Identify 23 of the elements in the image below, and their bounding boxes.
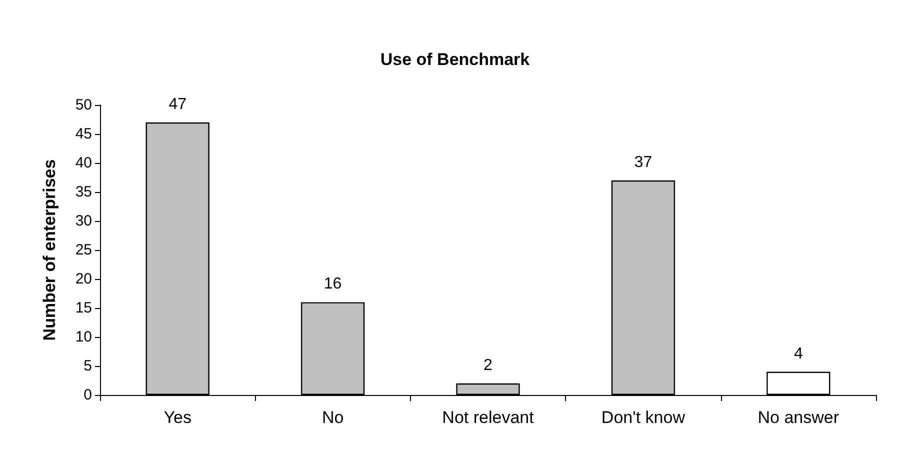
x-tick-label: No [322,408,344,427]
data-label: 47 [168,96,187,113]
y-tick-label: 35 [75,184,92,200]
data-label: 2 [484,356,493,374]
chart-title: Use of Benchmark [380,50,530,69]
x-tick-label: Not relevant [442,408,534,427]
y-axis-title: Number of enterprises [40,159,59,341]
data-label: 37 [634,154,652,171]
y-tick-label: 15 [75,300,92,316]
data-label: 4 [794,345,803,362]
y-tick-label: 40 [75,154,92,172]
y-tick-label: 0 [84,386,92,404]
x-tick-label: No answer [758,408,840,427]
y-tick-label: 30 [75,212,92,230]
y-tick-label: 45 [75,126,92,142]
y-tick-label: 50 [75,96,92,114]
x-tick-label: Don't know [601,408,686,427]
y-tick-label: 10 [75,328,92,346]
x-tick-label: Yes [164,408,192,427]
data-label: 16 [324,276,342,293]
y-tick-label: 25 [75,242,92,258]
y-tick-label: 20 [75,270,92,288]
y-tick-label: 5 [84,358,92,374]
